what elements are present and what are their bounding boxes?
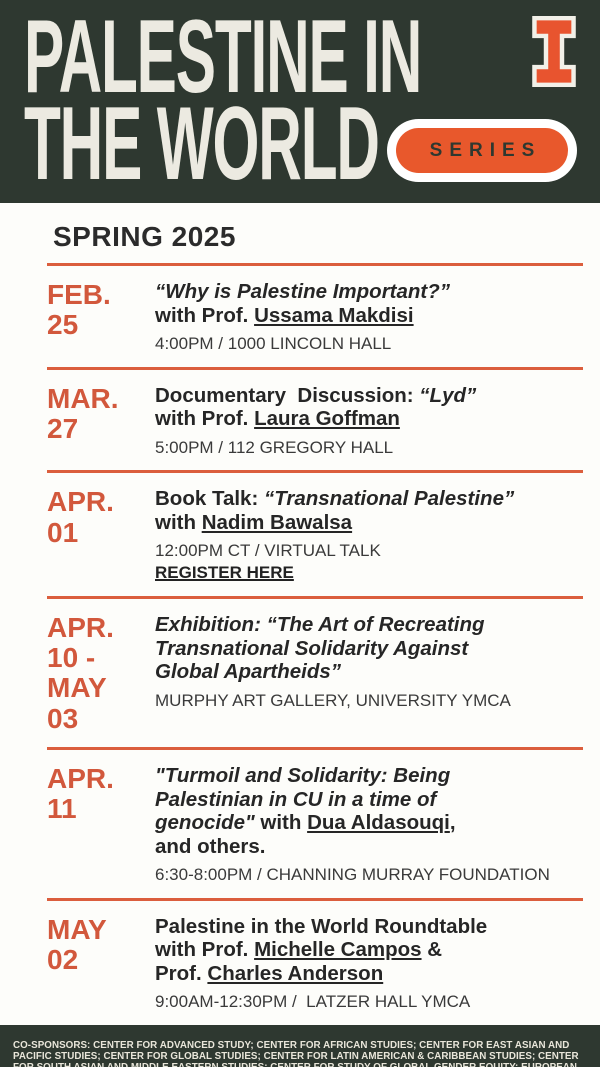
series-badge: SERIES [387, 119, 577, 182]
event-content: Book Talk: “Transnational Palestine” with… [155, 485, 583, 583]
event-content: “Why is Palestine Important?” with Prof. … [155, 278, 583, 354]
poster-title-line1: PALESTINE IN [24, 0, 422, 115]
event-content: Palestine in the World Roundtable with Pr… [155, 913, 583, 1012]
schedule-section: SPRING 2025 FEB. 25 “Why is Palestine Im… [0, 203, 600, 1025]
event-row-may-02: MAY 02 Palestine in the World Roundtable… [47, 901, 583, 1025]
event-content: Exhibition: “The Art of Recreating Transn… [155, 611, 583, 734]
divider [47, 366, 583, 370]
event-date: APR. 10 - MAY 03 [47, 612, 114, 734]
event-date: APR. 11 [47, 762, 114, 825]
event-date: MAY 02 [47, 913, 107, 975]
poster-footer: CO-SPONSORS: CENTER FOR ADVANCED STUDY; … [0, 1024, 600, 1067]
divider [47, 897, 583, 901]
divider [47, 596, 583, 600]
series-badge-label: SERIES [429, 139, 542, 161]
event-content: Documentary Discussion: “Lyd” with Prof. … [155, 382, 583, 458]
event-content: "Turmoil and Solidarity: Being Palestinia… [155, 762, 583, 885]
event-row-mar-27: MAR. 27 Documentary Discussion: “Lyd” wit… [47, 370, 583, 471]
season-heading: SPRING 2025 [53, 221, 236, 252]
poster-title-line2: THE WORLD [24, 86, 380, 203]
event-row-apr-01: APR. 01 Book Talk: “Transnational Palest… [47, 473, 583, 596]
event-title: Book Talk: “Transnational Palestine” with… [155, 487, 515, 534]
poster-header: PALESTINE IN THE WORLD SERIES [0, 0, 600, 203]
event-date: FEB. 25 [47, 279, 111, 341]
event-date: MAR. 27 [47, 382, 119, 444]
register-here-link[interactable]: REGISTER HERE [155, 563, 294, 583]
event-time-location: 5:00PM / 112 GREGORY HALL [155, 437, 394, 457]
series-badge-pill: SERIES [396, 128, 568, 173]
event-row-apr-10-may-03: APR. 10 - MAY 03 Exhibition: “The Art of… [47, 599, 583, 747]
event-date: APR. 01 [47, 486, 114, 548]
poster-title: PALESTINE IN THE WORLD [24, 0, 422, 203]
event-title: Exhibition: “The Art of Recreating Transn… [155, 613, 485, 684]
event-time-location: 4:00PM / 1000 LINCOLN HALL [155, 334, 392, 354]
event-row-feb-25: FEB. 25 “Why is Palestine Important?” wit… [47, 266, 583, 367]
divider [47, 470, 583, 474]
event-title: "Turmoil and Solidarity: Being Palestinia… [155, 763, 456, 858]
event-row-apr-11: APR. 11 "Turmoil and Solidarity: Being Pa… [47, 750, 583, 898]
cosponsors-text: CO-SPONSORS: CENTER FOR ADVANCED STUDY; … [13, 1039, 579, 1067]
event-title: “Why is Palestine Important?” with Prof. … [155, 280, 451, 327]
event-time-location: 12:00PM CT / VIRTUAL TALK [155, 541, 381, 561]
event-title: Palestine in the World Roundtable with Pr… [155, 914, 488, 985]
divider [47, 746, 583, 750]
illinois-block-i-icon [532, 15, 576, 88]
event-time-location: 9:00AM-12:30PM / LATZER HALL YMCA [155, 992, 471, 1012]
event-time-location: MURPHY ART GALLERY, UNIVERSITY YMCA [155, 690, 511, 710]
divider [47, 263, 583, 266]
event-title: Documentary Discussion: “Lyd” with Prof. … [155, 383, 477, 431]
event-time-location: 6:30-8:00PM / CHANNING MURRAY FOUNDATION [155, 865, 550, 885]
